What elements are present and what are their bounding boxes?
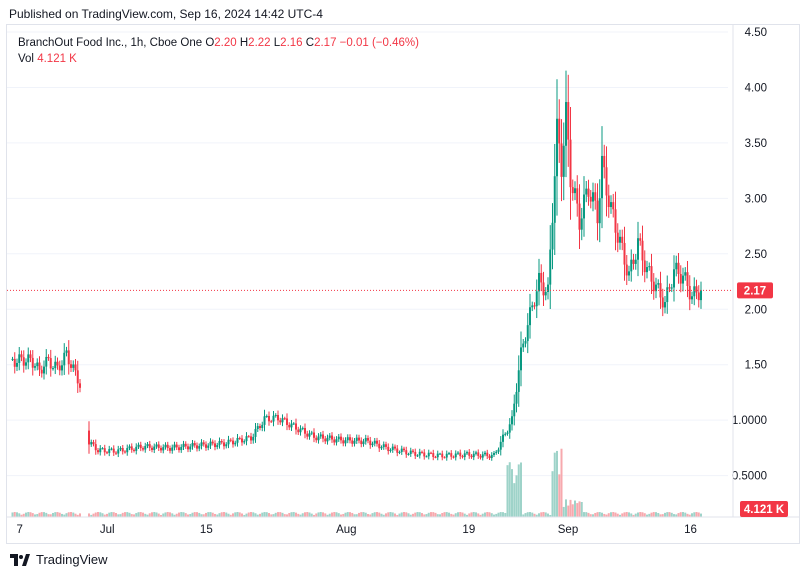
close-label: C [305,37,315,49]
symbol-name[interactable]: BranchOut Food Inc., 1h, Cboe One [18,37,203,49]
high-value: 2.22 [248,37,271,49]
close-value: 2.17 [314,37,337,49]
legend-volume-row: Vol 4.121 K [18,51,419,67]
open-value: 2.20 [214,37,237,49]
low-label: L [273,37,281,49]
tradingview-logo-icon [10,553,30,566]
low-value: 2.16 [280,37,303,49]
volume-label: Vol [18,53,34,65]
legend-ohlc-row: BranchOut Food Inc., 1h, Cboe One O2.20 … [18,35,419,51]
chart-legend: BranchOut Food Inc., 1h, Cboe One O2.20 … [18,35,419,67]
change-value: −0.01 (−0.46%) [339,37,419,49]
published-caption: Published on TradingView.com, Sep 16, 20… [9,7,323,21]
chart-area[interactable] [6,24,800,544]
volume-value: 4.121 K [37,53,77,65]
open-label: O [205,37,215,49]
high-label: H [239,37,249,49]
tradingview-brand-text: TradingView [36,552,108,567]
tradingview-footer[interactable]: TradingView [10,552,108,567]
